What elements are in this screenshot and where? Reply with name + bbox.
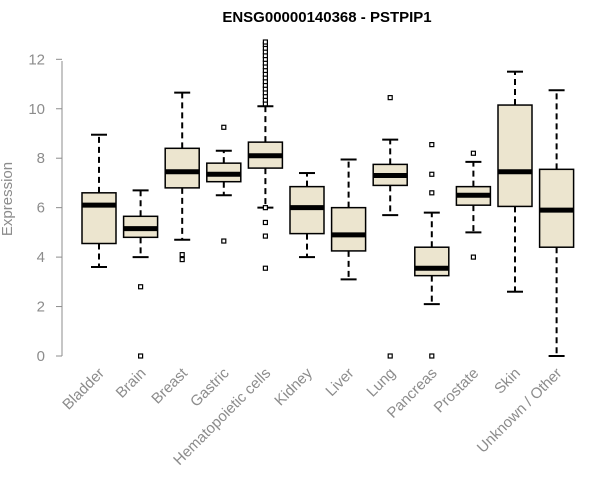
- box-gastric: [206, 124, 242, 244]
- outlier-point: [221, 124, 227, 130]
- boxes-layer: [81, 39, 575, 359]
- outlier-point: [179, 252, 185, 258]
- outlier-point: [470, 150, 476, 156]
- iqr-box: [81, 192, 117, 245]
- box-skin: [497, 70, 533, 293]
- y-tick-label: 2: [37, 299, 45, 316]
- box-pancreas: [414, 142, 450, 359]
- outlier-point: [429, 171, 435, 177]
- box-bladder: [81, 133, 117, 268]
- iqr-box: [414, 246, 450, 277]
- outlier-point: [429, 353, 435, 359]
- y-tick-label: 4: [37, 249, 45, 266]
- outlier-point: [262, 265, 268, 271]
- category-label: Liver: [322, 365, 357, 400]
- iqr-box: [330, 206, 367, 252]
- box-lung: [372, 95, 408, 359]
- category-label: Brain: [113, 365, 150, 402]
- outlier-point: [387, 95, 393, 101]
- outlier-point: [138, 284, 144, 290]
- outlier-point: [262, 205, 268, 211]
- y-tick-label: 10: [28, 101, 45, 118]
- outlier-point: [262, 39, 268, 45]
- box-kidney: [289, 172, 325, 259]
- iqr-box: [164, 147, 200, 189]
- box-liver: [330, 158, 367, 281]
- box-brain: [122, 189, 159, 359]
- iqr-box: [497, 104, 533, 208]
- category-label: Prostate: [431, 365, 483, 417]
- box-unknown-other: [538, 89, 575, 357]
- y-axis-label: Expression: [0, 162, 16, 236]
- category-label: Skin: [491, 365, 524, 398]
- outlier-point: [138, 353, 144, 359]
- category-label: Kidney: [271, 364, 316, 409]
- category-label: Breast: [148, 364, 191, 407]
- box-prostate: [455, 150, 492, 260]
- outlier-point: [179, 256, 185, 263]
- y-tick-label: 0: [37, 348, 45, 365]
- y-ticks: 0 2 4 6 8 10 12: [28, 51, 62, 365]
- outlier-point: [429, 190, 435, 196]
- box-breast: [164, 91, 200, 263]
- chart-title: ENSG00000140368 - PSTPIP1: [222, 9, 431, 26]
- y-tick-label: 12: [28, 51, 45, 68]
- outlier-point: [262, 219, 268, 226]
- y-tick-label: 8: [37, 150, 45, 167]
- box-hematopoietic-cells: [247, 39, 284, 271]
- outlier-point: [429, 142, 435, 148]
- y-tick-label: 6: [37, 200, 45, 217]
- outlier-point: [262, 233, 268, 239]
- category-label: Bladder: [59, 365, 108, 414]
- outlier-point: [387, 353, 393, 359]
- category-label: Lung: [363, 365, 399, 401]
- outlier-point: [470, 254, 476, 260]
- outlier-point: [221, 238, 227, 244]
